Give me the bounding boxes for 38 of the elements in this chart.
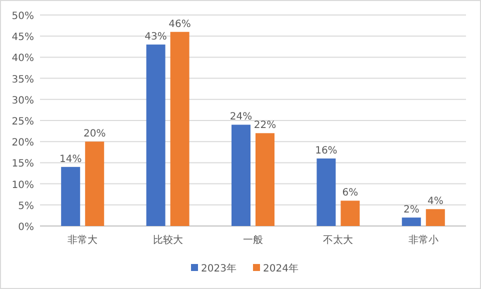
bar: [146, 44, 166, 226]
bar: [232, 124, 250, 226]
bar: [402, 218, 421, 226]
data-label: 14%: [59, 154, 82, 165]
y-tick-label: 5%: [18, 200, 34, 212]
data-label: 22%: [254, 120, 276, 132]
data-label: 16%: [315, 145, 338, 156]
bar: [61, 166, 80, 226]
bar: [340, 200, 360, 226]
data-label: 6%: [342, 188, 358, 199]
y-tick-label: 10%: [12, 180, 34, 191]
bar: [316, 158, 336, 226]
y-tick-label: 25%: [12, 116, 34, 128]
legend-label: 2023年: [201, 262, 236, 274]
y-tick-label: 35%: [12, 74, 34, 86]
data-label: 20%: [83, 128, 106, 140]
y-tick-label: 40%: [12, 53, 34, 64]
x-tick-label: 比较大: [152, 234, 183, 246]
y-tick-label: 30%: [12, 95, 34, 106]
data-label: 4%: [427, 196, 444, 208]
bar: [256, 133, 274, 226]
y-tick-label: 0%: [18, 222, 34, 233]
x-tick-label: 一般: [243, 235, 263, 246]
data-label: 43%: [144, 32, 167, 43]
data-label: 2%: [403, 204, 420, 216]
y-tick-label: 50%: [12, 11, 34, 22]
y-tick-label: 15%: [12, 158, 34, 170]
legend-label: 2024年: [263, 262, 298, 274]
y-tick-label: 20%: [12, 138, 34, 149]
data-label: 46%: [168, 18, 191, 30]
x-tick-label: 非常大: [68, 234, 98, 246]
bar: [85, 142, 104, 226]
data-label: 24%: [230, 112, 252, 123]
bar: [170, 32, 190, 226]
bar: [426, 209, 445, 226]
x-tick-label: 不太大: [323, 234, 354, 246]
x-tick-label: 非常小: [408, 234, 438, 246]
y-tick-label: 45%: [12, 32, 34, 44]
